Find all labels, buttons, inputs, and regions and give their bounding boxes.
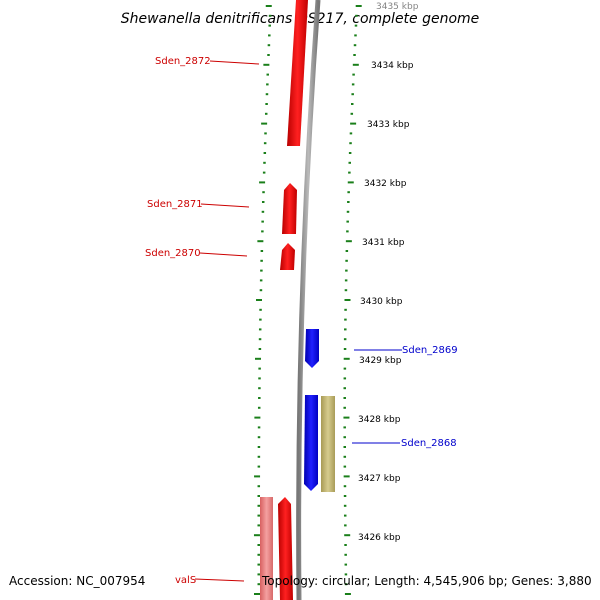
feature-pink[interactable] bbox=[260, 497, 273, 600]
kbp-label: 3426 kbp bbox=[358, 533, 401, 543]
kbp-label: 3431 kbp bbox=[362, 238, 405, 248]
outer-tick-ring bbox=[343, 5, 362, 595]
reverse-strand-genes bbox=[304, 329, 319, 491]
feature-khaki[interactable] bbox=[321, 396, 335, 492]
accession-text: Accession: NC_007954 bbox=[9, 574, 146, 588]
leader-line bbox=[194, 578, 245, 582]
topology-text: Topology: circular; Length: 4,545,906 bp… bbox=[262, 574, 592, 588]
leader-line bbox=[199, 252, 248, 257]
gene-sden-2868[interactable] bbox=[304, 395, 318, 491]
gene-label-sden-2868[interactable]: Sden_2868 bbox=[401, 438, 457, 449]
gene-vals[interactable] bbox=[278, 497, 293, 600]
gene-labels: Sden_2872 Sden_2871 Sden_2870 Sden_2869 … bbox=[145, 56, 458, 586]
leader-line bbox=[209, 60, 260, 65]
leader-line bbox=[200, 203, 250, 208]
inner-tick-ring bbox=[253, 5, 272, 595]
genome-backbone bbox=[296, 0, 321, 600]
kbp-label: 3430 kbp bbox=[360, 297, 403, 307]
kbp-scale: 3435 kbp 3434 kbp 3433 kbp 3432 kbp 3431… bbox=[358, 2, 419, 543]
kbp-label: 3428 kbp bbox=[358, 415, 401, 425]
kbp-label: 3432 kbp bbox=[364, 179, 407, 189]
gene-label-sden-2872[interactable]: Sden_2872 bbox=[155, 56, 211, 67]
kbp-label: 3427 kbp bbox=[358, 474, 401, 484]
kbp-label: 3435 kbp bbox=[376, 2, 419, 12]
gene-sden-2871[interactable] bbox=[282, 183, 297, 234]
kbp-label: 3433 kbp bbox=[367, 120, 410, 130]
kbp-label: 3429 kbp bbox=[359, 356, 402, 366]
gene-label-sden-2870[interactable]: Sden_2870 bbox=[145, 248, 201, 259]
gene-sden-2872[interactable] bbox=[287, 0, 308, 146]
gene-label-sden-2869[interactable]: Sden_2869 bbox=[402, 345, 458, 356]
gene-sden-2869[interactable] bbox=[305, 329, 319, 368]
kbp-label: 3434 kbp bbox=[371, 61, 414, 71]
gene-label-sden-2871[interactable]: Sden_2871 bbox=[147, 199, 203, 210]
gene-label-vals[interactable]: valS bbox=[175, 575, 196, 586]
forward-strand-genes bbox=[278, 0, 308, 600]
gene-sden-2870[interactable] bbox=[280, 243, 295, 270]
